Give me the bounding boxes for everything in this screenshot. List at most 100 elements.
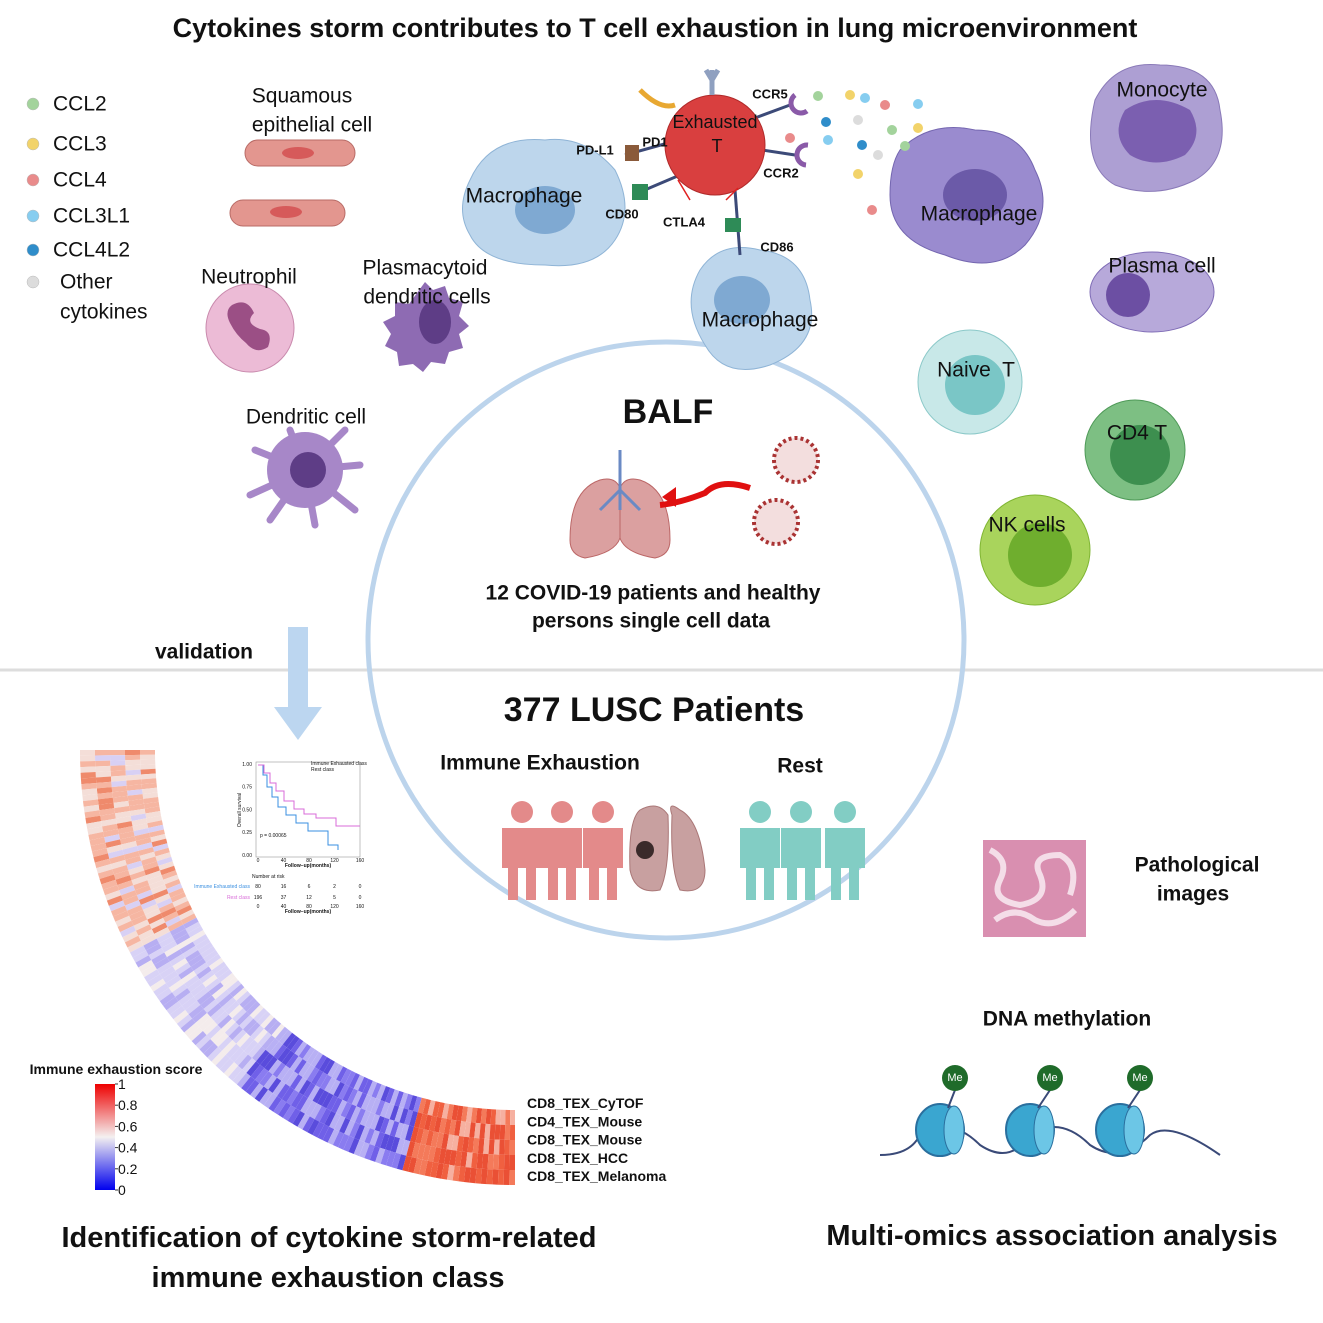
heatmap-cell	[84, 810, 101, 818]
heatmap-cell	[449, 1150, 457, 1166]
heatmap-cell	[282, 1105, 296, 1121]
heatmap-cell	[469, 1167, 477, 1184]
nucleus	[1118, 100, 1197, 163]
legend-label: CCL4L2	[53, 239, 130, 262]
nucleosomes	[915, 1065, 1153, 1157]
heatmap-cell	[170, 892, 187, 903]
heatmap-cell	[415, 1128, 424, 1144]
heatmap-cell	[208, 982, 224, 996]
heatmap-cell	[273, 1099, 287, 1115]
heatmap-cell	[286, 1035, 300, 1051]
nucleus	[1106, 273, 1150, 317]
heatmap-cell	[202, 974, 218, 988]
cytokine-dot	[813, 91, 823, 101]
heatmap-cell	[156, 987, 172, 1002]
heatmap-cell	[178, 909, 195, 921]
heatmap-cell	[451, 1135, 459, 1151]
heatmap-cell	[394, 1090, 404, 1107]
heatmap-cell	[229, 1047, 244, 1063]
heatmap-cell	[242, 1058, 256, 1073]
km-risk: 0	[359, 884, 362, 890]
heatmap-cell	[126, 860, 143, 871]
heatmap-cell	[391, 1152, 401, 1169]
heatmap-cell	[246, 1022, 261, 1037]
heatmap-cell	[205, 978, 221, 992]
heatmap-cell	[129, 808, 146, 816]
heatmap-cell	[338, 1133, 350, 1150]
km-ytick: 0.25	[242, 830, 252, 836]
me-label: Me	[1132, 1072, 1147, 1084]
me-label: Me	[1042, 1072, 1057, 1084]
heatmap-cell	[152, 889, 169, 900]
heatmap-cell	[281, 1050, 295, 1066]
heatmap-cell	[248, 1043, 262, 1058]
heatmap-cell	[272, 1062, 286, 1078]
heatmap-cell	[178, 992, 194, 1006]
heatmap-cell	[486, 1169, 493, 1185]
heatmap-cell	[115, 811, 131, 819]
heatmap-cell	[180, 1018, 196, 1033]
heatmap-cell	[156, 856, 173, 866]
heatmap-cell	[482, 1153, 489, 1170]
heatmap-row-label: CD4_TEX_Mouse	[527, 1113, 642, 1129]
heatmap-cell	[223, 976, 239, 990]
heatmap-row-label: CD8_TEX_Melanoma	[527, 1168, 666, 1184]
heatmap-cell	[467, 1137, 475, 1153]
heatmap-cell	[108, 900, 125, 912]
heatmap-cell	[361, 1094, 372, 1111]
heatmap-cell	[305, 1100, 318, 1117]
legend-dot	[26, 137, 40, 151]
heatmap-cell	[81, 783, 97, 790]
heatmap-cell	[221, 1018, 236, 1033]
cytokine-dot	[887, 125, 897, 135]
heatmap-cell	[399, 1092, 409, 1109]
heatmap-cell	[314, 1054, 327, 1070]
heatmap-cell	[206, 1024, 222, 1040]
cell-label: Neutrophil	[201, 266, 297, 289]
heatmap-cell	[215, 989, 230, 1004]
heatmap-cell	[464, 1121, 471, 1138]
cytokine-dot	[873, 150, 883, 160]
heatmap-row-label: CD8_TEX_HCC	[527, 1150, 628, 1166]
heatmap-cell	[90, 842, 107, 852]
heatmap-cell	[127, 940, 144, 953]
heatmap-cell	[161, 870, 178, 880]
heatmap-cell	[226, 980, 242, 994]
heatmap-cell	[285, 1071, 299, 1087]
heatmap-cell	[476, 1153, 484, 1169]
heatmap-cell	[326, 1095, 338, 1111]
heatmap-cell	[483, 1138, 490, 1155]
heatmap-cell	[199, 970, 215, 984]
heatmap-cell	[298, 1079, 312, 1096]
nucleus	[945, 355, 1005, 415]
heatmap-cell	[243, 997, 258, 1012]
km-frame	[255, 761, 361, 858]
heatmap-cell	[133, 919, 150, 931]
cytokine-dot	[845, 90, 855, 100]
heatmap-cell	[193, 962, 209, 976]
heatmap-cell	[179, 941, 196, 954]
heatmap-cell	[156, 931, 173, 944]
heatmap-cell	[324, 1110, 336, 1127]
heatmap-cell	[480, 1108, 487, 1124]
heatmap-cell	[228, 1025, 243, 1041]
heatmap-cell	[456, 1136, 465, 1152]
heatmap-cell	[130, 813, 147, 822]
heatmap-cell	[187, 925, 204, 938]
heatmap-cell	[160, 907, 177, 918]
heatmap-cell	[290, 1038, 304, 1054]
heatmap-cell	[111, 905, 127, 917]
heatmap-cell	[427, 1146, 436, 1162]
heatmap-cell	[133, 828, 150, 837]
heatmap-cell	[287, 1108, 301, 1124]
cell-label: T	[712, 136, 723, 156]
heatmap-cell	[240, 1036, 254, 1051]
heatmap-cell	[295, 1095, 308, 1111]
heatmap-cell	[282, 1032, 296, 1048]
heatmap-cell	[390, 1136, 400, 1153]
cell-label: CD4 T	[1107, 422, 1167, 445]
ctla4-arrows	[677, 179, 739, 201]
heatmap-cell	[333, 1081, 345, 1098]
cd86	[725, 218, 741, 232]
heatmap-cell	[176, 905, 193, 916]
